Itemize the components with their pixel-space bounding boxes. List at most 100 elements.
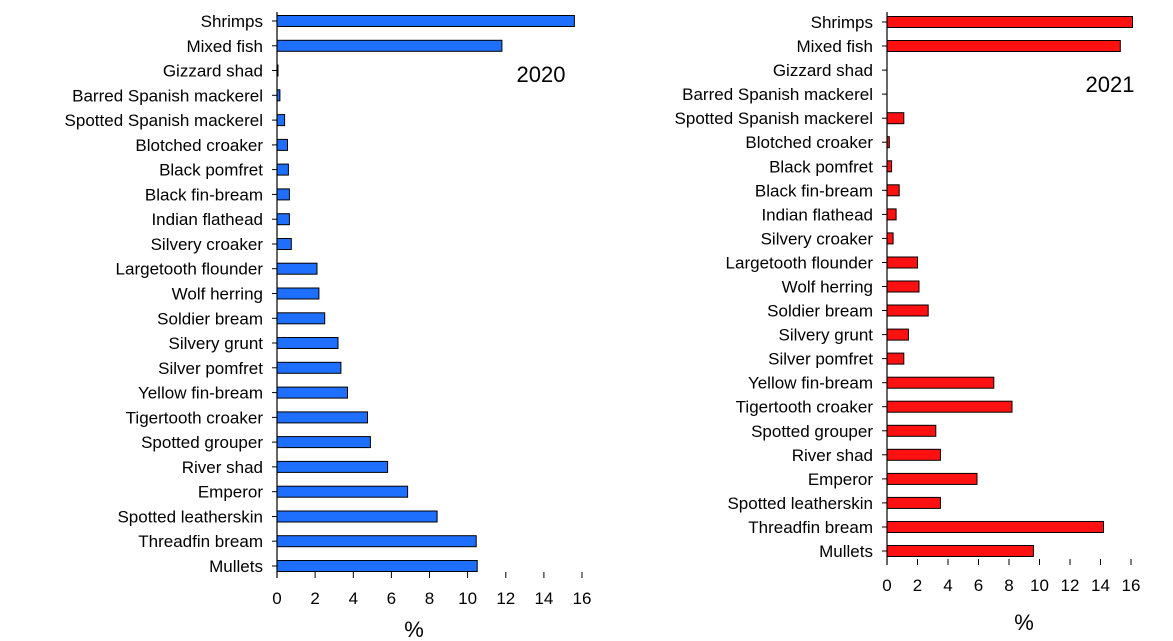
category-label: Gizzard shad <box>163 62 263 81</box>
category-label: Barred Spanish mackerel <box>72 86 263 105</box>
x-tick-label: 14 <box>1091 576 1110 595</box>
bar <box>886 112 905 125</box>
chart-panel-2021: Shrimps Mixed fish Gizzard shad Barred Span… <box>675 12 1141 635</box>
category-label: Blotched croaker <box>745 133 873 152</box>
bar <box>276 114 286 127</box>
x-tick-label: 16 <box>1122 576 1141 595</box>
bar <box>886 208 897 221</box>
bar <box>886 400 1013 413</box>
x-tick-label: 0 <box>272 589 281 608</box>
bar <box>276 460 389 473</box>
category-label: Silver pomfret <box>768 350 873 369</box>
category-label: Black fin-bream <box>145 185 263 204</box>
category-label: Threadfin bream <box>748 518 873 537</box>
category-label: Shrimps <box>201 12 263 31</box>
category-label: Indian flathead <box>151 210 263 229</box>
x-tick-label: 12 <box>1061 576 1080 595</box>
bar <box>886 256 918 269</box>
x-tick-label: 8 <box>1004 576 1013 595</box>
category-label: Black pomfret <box>159 161 263 180</box>
category-label: Mullets <box>819 542 873 561</box>
bar <box>886 545 1034 557</box>
x-tick-label: 10 <box>1030 576 1049 595</box>
bar <box>276 287 320 300</box>
bar <box>276 386 348 399</box>
bar <box>886 304 929 317</box>
category-label: Spotted Spanish mackerel <box>65 111 263 130</box>
x-tick-label: 4 <box>943 576 952 595</box>
category-label: Silvery croaker <box>151 235 264 254</box>
category-label: Largetooth flounder <box>726 254 874 273</box>
bar <box>886 472 978 485</box>
bar <box>886 160 893 173</box>
bar <box>886 40 1121 52</box>
bar <box>886 521 1104 533</box>
category-label: Barred Spanish mackerel <box>682 85 873 104</box>
category-label: Tigertooth croaker <box>736 398 874 417</box>
x-tick-label: 14 <box>534 589 553 608</box>
x-tick-label: 16 <box>573 589 592 608</box>
bar <box>886 184 900 197</box>
x-tick-label: 8 <box>425 589 434 608</box>
bar <box>886 376 995 389</box>
category-label: Spotted Spanish mackerel <box>675 109 873 128</box>
category-label: Spotted grouper <box>141 433 263 452</box>
category-label: Wolf herring <box>172 285 263 304</box>
category-label: Mixed fish <box>796 37 873 56</box>
x-axis-title: % <box>404 617 424 641</box>
category-label: Gizzard shad <box>773 61 873 80</box>
category-label: Threadfin bream <box>138 532 263 551</box>
bar <box>276 361 342 374</box>
x-tick-label: 6 <box>974 576 983 595</box>
category-label: Spotted leatherskin <box>117 508 263 527</box>
category-label: Mixed fish <box>186 37 263 56</box>
bar <box>276 560 478 572</box>
bar <box>276 238 292 250</box>
bar <box>276 510 438 523</box>
category-label: Yellow fin-bream <box>748 374 873 393</box>
category-label: Silvery croaker <box>761 229 874 248</box>
bar <box>276 163 289 176</box>
category-label: Silver pomfret <box>158 359 263 378</box>
category-label: Soldier bream <box>157 309 263 328</box>
x-tick-label: 2 <box>310 589 319 608</box>
category-label: Tigertooth croaker <box>126 408 264 427</box>
category-label: Soldier bream <box>767 302 873 321</box>
category-label: Black fin-bream <box>755 181 873 200</box>
bar <box>886 448 941 461</box>
category-label: Emperor <box>808 470 874 489</box>
category-label: Mullets <box>209 557 263 576</box>
bar <box>276 262 318 275</box>
bar <box>276 485 409 498</box>
category-label: Silvery grunt <box>169 334 264 353</box>
category-label: Yellow fin-bream <box>138 384 263 403</box>
bar <box>276 337 339 349</box>
bar <box>886 280 920 293</box>
x-tick-label: 12 <box>496 589 515 608</box>
bar <box>276 535 477 548</box>
x-tick-label: 0 <box>882 576 891 595</box>
bar <box>886 352 905 365</box>
category-label: Wolf herring <box>782 278 873 297</box>
bar <box>276 213 290 226</box>
year-annotation: 2020 <box>517 62 566 87</box>
bar <box>886 328 909 341</box>
category-label: Black pomfret <box>769 157 873 176</box>
category-label: Spotted leatherskin <box>727 494 873 513</box>
x-tick-label: 6 <box>387 589 396 608</box>
category-label: Blotched croaker <box>135 136 263 155</box>
bar <box>886 16 1133 28</box>
category-label: River shad <box>182 458 263 477</box>
x-tick-label: 10 <box>458 589 477 608</box>
category-label: Shrimps <box>811 13 873 32</box>
year-annotation: 2021 <box>1086 72 1135 97</box>
category-label: River shad <box>792 446 873 465</box>
category-label: Largetooth flounder <box>116 260 264 279</box>
category-label: Spotted grouper <box>751 422 873 441</box>
category-label: Silvery grunt <box>779 326 874 345</box>
category-label: Indian flathead <box>761 205 873 224</box>
bar <box>276 436 371 449</box>
bar <box>886 424 937 437</box>
bar <box>276 138 288 151</box>
